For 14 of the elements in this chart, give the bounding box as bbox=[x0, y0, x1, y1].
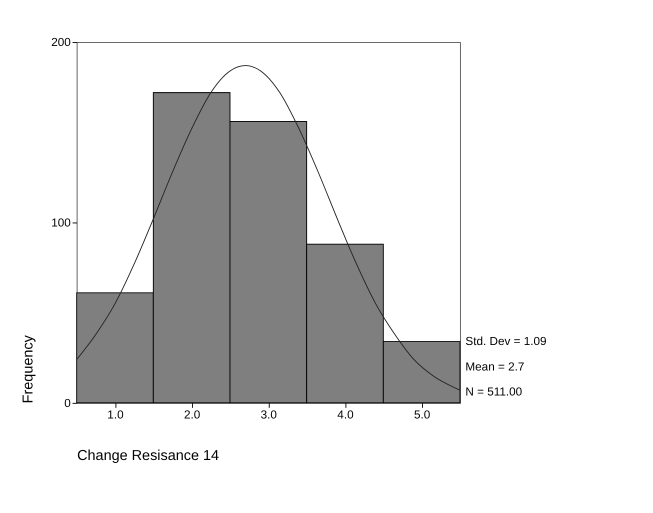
y-tick-label: 200 bbox=[51, 36, 72, 50]
x-tick-label: 1.0 bbox=[107, 408, 124, 422]
text: Mean = 2.7 bbox=[465, 360, 524, 374]
x-axis-title: Change Resisance 14 bbox=[77, 448, 220, 464]
y-tick-label: 100 bbox=[51, 216, 72, 230]
x-tick-label: 5.0 bbox=[414, 408, 431, 422]
y-tick-label: 0 bbox=[64, 396, 72, 410]
x-tick-label: 3.0 bbox=[260, 408, 278, 422]
x-tick-label: 2.0 bbox=[184, 408, 201, 422]
text: Std. Dev = 1.09 bbox=[465, 335, 547, 348]
x-tick-label: 4.0 bbox=[337, 408, 354, 422]
text: N = 511.00 bbox=[465, 386, 523, 399]
y-axis-title: Frequency bbox=[20, 334, 36, 404]
line-series bbox=[76, 65, 460, 391]
